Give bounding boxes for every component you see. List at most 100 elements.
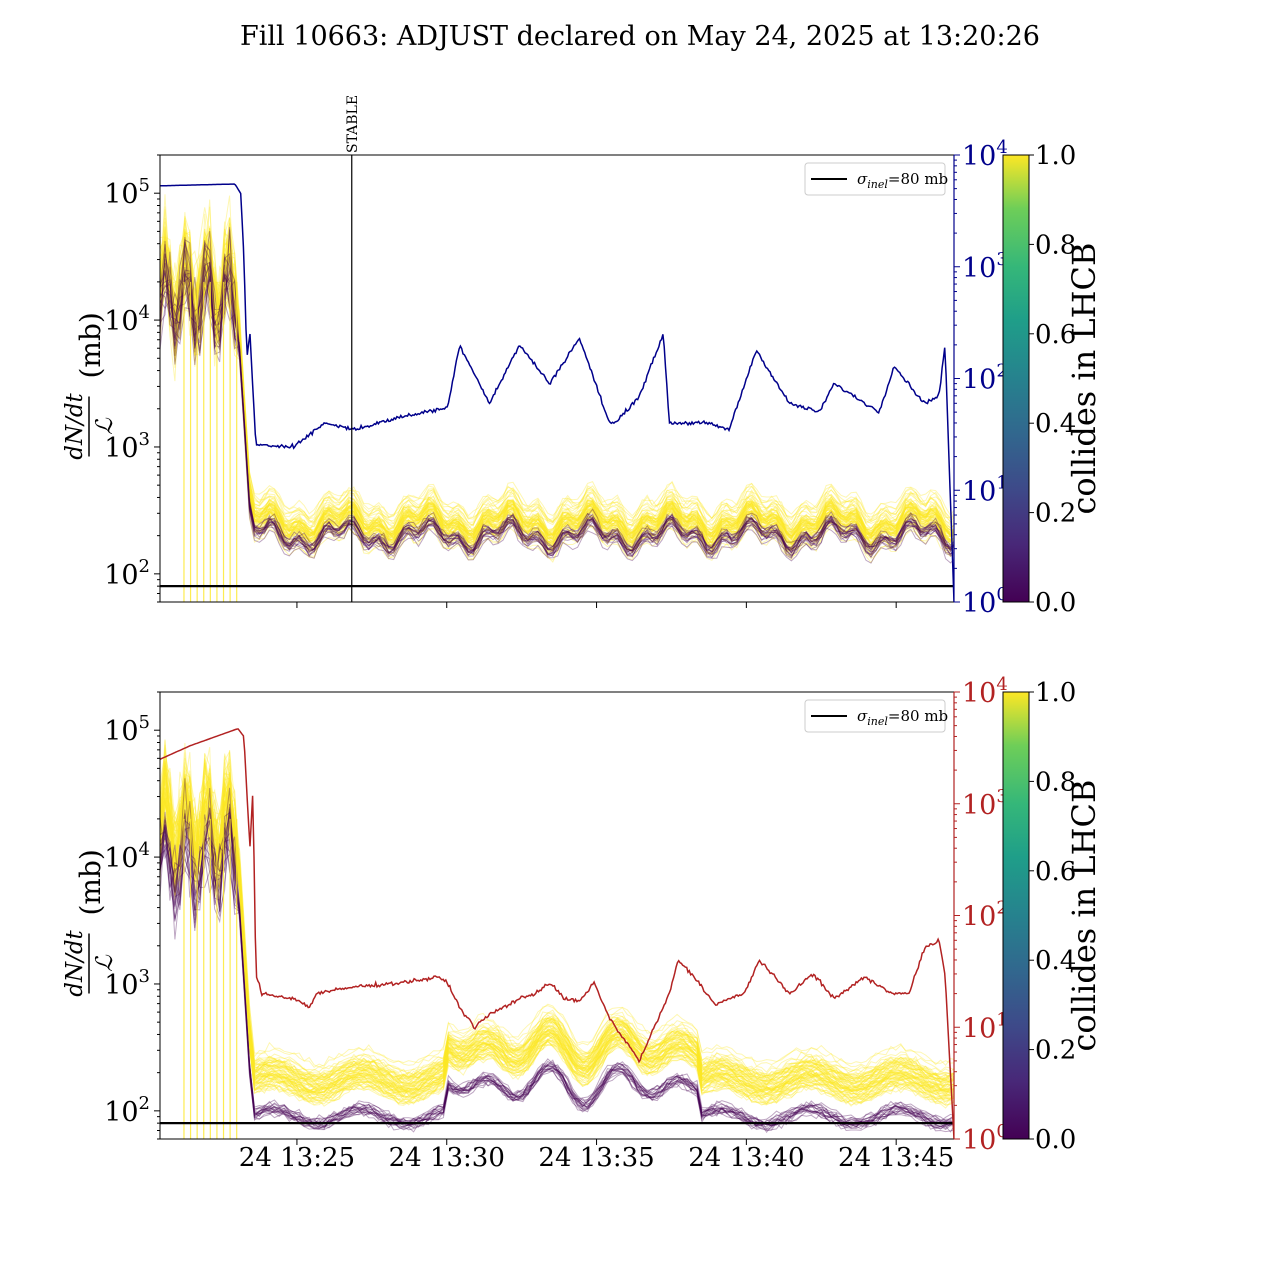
colliding-bunch-line bbox=[160, 739, 954, 1082]
colliding-bunch-line bbox=[160, 774, 954, 1089]
y-axis-label: dN/dt ℒ (mb) bbox=[62, 849, 118, 997]
colliding-bunch-line bbox=[160, 248, 954, 545]
colliding-bunch-line bbox=[160, 226, 954, 537]
colliding-bunch-line bbox=[160, 233, 954, 544]
right-tick-label: 102 bbox=[962, 361, 1008, 396]
non-colliding-bunch-line bbox=[160, 817, 954, 1130]
colliding-bunch-line bbox=[160, 234, 954, 546]
colorbar-tick-label: 0.6 bbox=[1035, 320, 1076, 350]
colliding-bunch-line bbox=[160, 784, 954, 1091]
colliding-bunch-line bbox=[160, 790, 954, 1102]
legend-box bbox=[804, 162, 946, 196]
colliding-bunch-line bbox=[160, 228, 954, 550]
stable-marker-label: STABLE bbox=[345, 95, 361, 153]
colliding-bunch-line bbox=[160, 753, 954, 1083]
colliding-bunch-line bbox=[160, 771, 954, 1088]
colliding-bunch-line bbox=[160, 777, 954, 1095]
colliding-bunch-line bbox=[160, 749, 954, 1078]
colliding-bunch-line bbox=[160, 217, 954, 530]
colliding-bunch-line bbox=[160, 760, 954, 1091]
non-colliding-bunch-line bbox=[160, 787, 954, 1130]
y-tick-label: 103 bbox=[104, 966, 150, 1001]
non-colliding-bunch-line bbox=[160, 824, 954, 1127]
colliding-bunch-line bbox=[160, 218, 954, 540]
colorbar-tick-label: 0.4 bbox=[1035, 946, 1076, 976]
colliding-bunch-line bbox=[160, 245, 954, 561]
colliding-bunch-line bbox=[160, 791, 954, 1095]
colliding-bunch-line bbox=[160, 786, 954, 1097]
colliding-bunch-line bbox=[160, 762, 954, 1095]
colorbar-tick-label: 0.0 bbox=[1035, 1125, 1076, 1155]
right-tick-label: 103 bbox=[962, 786, 1008, 821]
colliding-bunch-line bbox=[160, 795, 954, 1105]
right-tick-label: 101 bbox=[962, 472, 1008, 507]
colliding-bunch-line bbox=[160, 786, 954, 1096]
colliding-bunch-line bbox=[160, 242, 954, 559]
y-tick-label: 105 bbox=[104, 712, 150, 747]
colliding-bunch-line bbox=[160, 792, 954, 1103]
non-colliding-bunch-line bbox=[160, 236, 954, 556]
colliding-bunch-line bbox=[160, 776, 954, 1090]
colliding-bunch-line bbox=[160, 770, 954, 1085]
right-tick-label: 102 bbox=[962, 898, 1008, 933]
colliding-bunch-line bbox=[160, 240, 954, 541]
colliding-bunch-line bbox=[160, 777, 954, 1096]
colliding-bunch-line bbox=[160, 758, 954, 1075]
figure-title: Fill 10663: ADJUST declared on May 24, 2… bbox=[240, 21, 1040, 52]
colliding-bunch-line bbox=[160, 772, 954, 1097]
colliding-bunch-line bbox=[160, 220, 954, 532]
colliding-bunch-line bbox=[160, 773, 954, 1107]
y-label-numerator: dN/dt bbox=[62, 392, 88, 459]
non-colliding-bunch-line bbox=[160, 259, 954, 557]
colliding-bunch-line bbox=[160, 225, 954, 551]
colliding-bunch-line bbox=[160, 747, 954, 1086]
colliding-bunch-line bbox=[160, 252, 954, 552]
colliding-bunch-line bbox=[160, 245, 954, 550]
colliding-bunch-line bbox=[160, 766, 954, 1082]
colliding-bunch-line bbox=[160, 797, 954, 1093]
colliding-bunch-line bbox=[160, 778, 954, 1107]
non-colliding-bunch-line bbox=[160, 255, 954, 551]
colorbar-tick-label: 0.2 bbox=[1035, 499, 1076, 529]
colliding-bunch-line bbox=[160, 762, 954, 1078]
non-colliding-bunch-line bbox=[160, 811, 954, 1133]
y-tick-label: 102 bbox=[104, 1093, 150, 1128]
colliding-bunch-line bbox=[160, 799, 954, 1106]
colliding-bunch-line bbox=[160, 236, 954, 556]
colliding-bunch-line bbox=[160, 773, 954, 1073]
colliding-bunch-line bbox=[160, 257, 954, 551]
colliding-bunch-line bbox=[160, 753, 954, 1093]
colliding-bunch-line bbox=[160, 772, 954, 1088]
colliding-bunch-line bbox=[160, 780, 954, 1106]
colliding-bunch-line bbox=[160, 199, 954, 539]
colliding-bunch-line bbox=[160, 221, 954, 522]
colliding-bunch-line bbox=[160, 227, 954, 523]
colliding-bunch-line bbox=[160, 242, 954, 555]
x-tick-label: 24 13:35 bbox=[538, 1143, 654, 1173]
y-tick-label: 105 bbox=[104, 175, 150, 210]
colliding-bunch-line bbox=[160, 814, 954, 1109]
colliding-bunch-line bbox=[160, 759, 954, 1085]
colliding-bunch-line bbox=[160, 775, 954, 1102]
colliding-bunch-line bbox=[160, 244, 954, 534]
y-tick-label: 104 bbox=[104, 839, 150, 874]
colliding-bunch-line bbox=[160, 766, 954, 1100]
colliding-bunch-line bbox=[160, 237, 954, 535]
colliding-bunch-line bbox=[160, 232, 954, 527]
right-tick-label: 104 bbox=[962, 674, 1008, 709]
colliding-bunch-line bbox=[160, 261, 954, 556]
colliding-bunch-line bbox=[160, 749, 954, 1080]
colliding-bunch-line bbox=[160, 231, 954, 547]
colorbar bbox=[1002, 691, 1030, 1140]
colliding-bunch-line bbox=[160, 229, 954, 541]
ratio-line bbox=[160, 183, 954, 602]
colliding-bunch-line bbox=[160, 777, 954, 1096]
legend-box bbox=[804, 699, 946, 733]
colliding-bunch-line bbox=[160, 247, 954, 549]
colliding-bunch-line bbox=[160, 744, 954, 1082]
legend: σinel=80 mb bbox=[804, 162, 948, 196]
colliding-bunch-line bbox=[160, 740, 954, 1084]
non-colliding-bunch-line bbox=[160, 250, 954, 552]
colliding-bunch-line bbox=[160, 790, 954, 1102]
x-tick-label: 24 13:25 bbox=[239, 1143, 355, 1173]
